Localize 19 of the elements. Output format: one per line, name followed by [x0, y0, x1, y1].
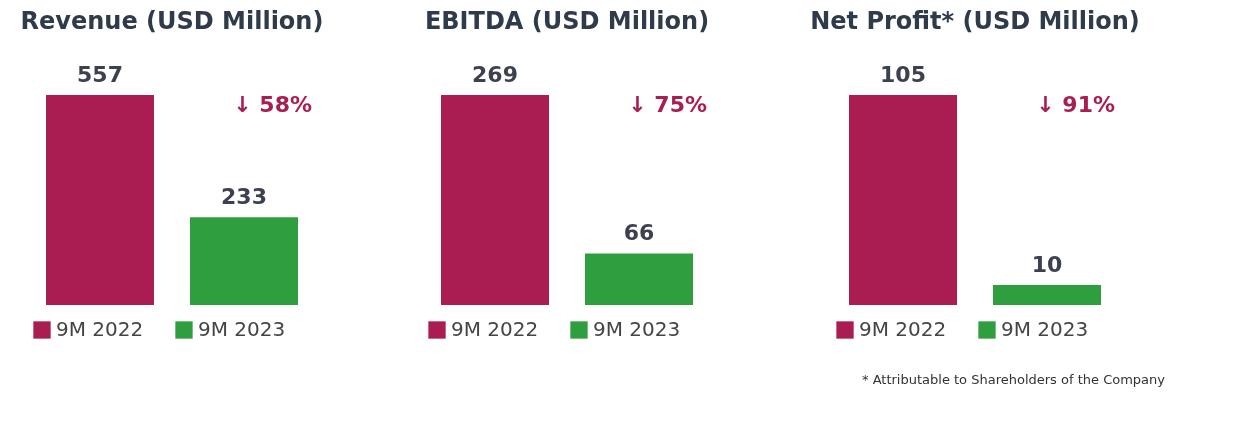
- chart-title: EBITDA (USD Million): [424, 7, 710, 35]
- annotation: ↓ 91%: [1036, 92, 1115, 117]
- text: * Attributable to Shareholders of the Company: [862, 372, 1166, 387]
- series-label: 9M 2022: [451, 317, 539, 341]
- legend-label: 9M 2023: [593, 317, 681, 341]
- legend-label: 9M 2022: [859, 317, 947, 341]
- data-label: 105: [880, 62, 926, 87]
- data-label: 557: [77, 62, 123, 87]
- chart-title: Net Profit* (USD Million): [810, 7, 1140, 35]
- data-label: 269: [472, 62, 518, 87]
- annotation: ↓ 58%: [233, 92, 312, 117]
- legend-label: 9M 2023: [1001, 317, 1089, 341]
- legend-label: 9M 2023: [198, 317, 286, 341]
- data-label: 66: [623, 220, 655, 246]
- data-label: 10: [1031, 252, 1063, 277]
- chart-title: Revenue (USD Million): [20, 7, 324, 35]
- legend-label: 9M 2022: [56, 317, 144, 341]
- annotation: ↓ 75%: [628, 92, 707, 117]
- data-label: 233: [221, 184, 267, 210]
